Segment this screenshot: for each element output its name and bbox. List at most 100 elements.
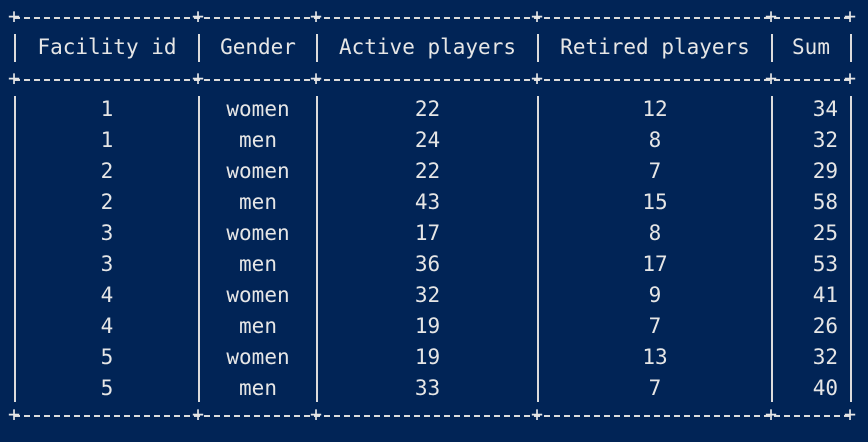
border-junction: + [764, 4, 778, 28]
cell-facility-id: 4 [100, 283, 114, 307]
table-row: 3 women 17 8 25 [0, 218, 868, 249]
column-divider [14, 34, 16, 62]
cell-active-players: 22 [414, 159, 441, 183]
cell-gender: women [226, 97, 290, 121]
cell-active-players: 33 [414, 376, 441, 400]
cell-active-players: 43 [414, 190, 441, 214]
cell-gender: men [239, 190, 277, 214]
cell-facility-id: 5 [100, 345, 114, 369]
cell-retired-players: 15 [642, 190, 668, 214]
cell-sum: 41 [812, 283, 838, 307]
border-corner: + [843, 4, 857, 28]
cell-gender: women [226, 221, 290, 245]
border-junction: + [309, 402, 323, 426]
table-row: 5 women 19 13 32 [0, 342, 868, 373]
cell-sum: 26 [812, 314, 838, 338]
border-line [14, 79, 850, 81]
cell-facility-id: 2 [100, 159, 114, 183]
header-gender: Gender [220, 35, 296, 59]
column-divider [316, 34, 318, 62]
cell-gender: women [226, 283, 290, 307]
cell-sum: 32 [812, 345, 838, 369]
cell-retired-players: 7 [648, 314, 662, 338]
cell-gender: men [239, 376, 277, 400]
header-facility-id: Facility id [37, 35, 177, 59]
cell-facility-id: 1 [100, 128, 114, 152]
column-divider [14, 96, 16, 402]
border-corner: + [7, 402, 21, 426]
cell-sum: 25 [812, 221, 838, 245]
cell-gender: men [239, 128, 277, 152]
table-bottom-border: + + + + + + [0, 404, 868, 424]
table-row: 1 men 24 8 32 [0, 125, 868, 156]
table-row: 5 men 33 7 40 [0, 373, 868, 404]
border-corner: + [7, 4, 21, 28]
cell-sum: 58 [812, 190, 838, 214]
column-divider [850, 96, 852, 402]
header-sum: Sum [792, 35, 830, 59]
cell-retired-players: 8 [648, 128, 662, 152]
cell-retired-players: 7 [648, 159, 662, 183]
cell-active-players: 22 [414, 97, 441, 121]
border-junction: + [309, 4, 323, 28]
cell-retired-players: 12 [642, 97, 668, 121]
table-header-row: Facility id Gender Active players Retire… [0, 32, 868, 63]
border-junction: + [191, 402, 205, 426]
table-header-separator: + + + + + + [0, 68, 868, 88]
table-row: 2 men 43 15 58 [0, 187, 868, 218]
cell-facility-id: 4 [100, 314, 114, 338]
cell-active-players: 19 [414, 345, 441, 369]
border-corner: + [7, 66, 21, 90]
cell-retired-players: 17 [642, 252, 668, 276]
cell-sum: 29 [812, 159, 838, 183]
border-junction: + [764, 66, 778, 90]
cell-facility-id: 3 [100, 221, 114, 245]
column-divider [537, 96, 539, 402]
cell-sum: 32 [812, 128, 838, 152]
border-corner: + [843, 402, 857, 426]
cell-retired-players: 9 [648, 283, 662, 307]
table-row: 3 men 36 17 53 [0, 249, 868, 280]
column-divider [850, 34, 852, 62]
header-active-players: Active players [338, 35, 516, 59]
column-divider [537, 34, 539, 62]
cell-retired-players: 13 [642, 345, 668, 369]
border-junction: + [530, 402, 544, 426]
column-divider [198, 96, 200, 402]
border-junction: + [764, 402, 778, 426]
cell-active-players: 32 [414, 283, 441, 307]
cell-gender: men [239, 314, 277, 338]
border-junction: + [191, 66, 205, 90]
border-junction: + [191, 4, 205, 28]
column-divider [771, 96, 773, 402]
cell-facility-id: 3 [100, 252, 114, 276]
table-row: 2 women 22 7 29 [0, 156, 868, 187]
border-line [14, 415, 850, 417]
cell-retired-players: 7 [648, 376, 662, 400]
table-top-border: + + + + + + [0, 6, 868, 26]
border-junction: + [530, 4, 544, 28]
table-row: 4 women 32 9 41 [0, 280, 868, 311]
table-row: 4 men 19 7 26 [0, 311, 868, 342]
cell-active-players: 19 [414, 314, 441, 338]
border-junction: + [309, 66, 323, 90]
column-divider [198, 34, 200, 62]
cell-facility-id: 2 [100, 190, 114, 214]
cell-sum: 53 [812, 252, 838, 276]
cell-facility-id: 5 [100, 376, 114, 400]
cell-active-players: 17 [414, 221, 441, 245]
column-divider [771, 34, 773, 62]
header-retired-players: Retired players [560, 35, 750, 59]
cell-sum: 34 [812, 97, 838, 121]
cell-active-players: 36 [414, 252, 441, 276]
border-junction: + [530, 66, 544, 90]
table-row: 1 women 22 12 34 [0, 94, 868, 125]
cell-sum: 40 [812, 376, 838, 400]
cell-gender: women [226, 345, 290, 369]
cell-gender: men [239, 252, 277, 276]
border-line [14, 17, 850, 19]
cell-retired-players: 8 [648, 221, 662, 245]
cell-gender: women [226, 159, 290, 183]
border-corner: + [843, 66, 857, 90]
